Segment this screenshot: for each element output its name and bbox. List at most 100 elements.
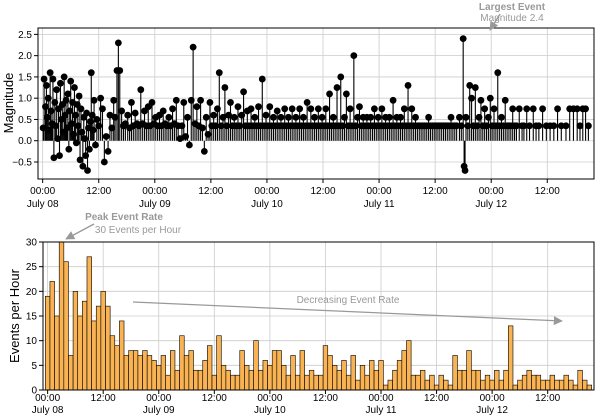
magnitude-event-point [385,113,393,121]
magnitude-y-tick-label: 2.0 [18,51,32,62]
magnitude-event-point [54,135,62,142]
event-rate-bar [230,374,236,390]
magnitude-x-time-label: 00:00 [254,186,279,197]
event-rate-bar [267,365,273,390]
event-rate-bar [244,365,250,390]
event-rate-bar [498,379,505,390]
magnitude-event-point [412,113,419,121]
event-rate-bar [281,365,287,390]
magnitude-event-point [523,105,531,113]
event-rate-x-time-label: 00:00 [368,393,393,404]
event-rate-bar [151,360,157,390]
magnitude-event-point [225,111,233,119]
event-rate-bar [179,335,185,390]
magnitude-event-point [584,122,592,130]
magnitude-event-point [108,124,116,132]
event-rate-bar [271,350,278,390]
magnitude-event-point [266,103,274,111]
magnitude-event-point [236,122,244,130]
event-rate-bar [369,360,375,390]
event-rate-bar [165,374,171,390]
event-rate-bar [54,315,60,390]
magnitude-event-point [494,69,502,77]
magnitude-x-time-label: 00:00 [479,186,504,197]
event-rate-x-date-label: July 12 [476,405,508,416]
magnitude-event-point [85,145,93,153]
magnitude-event-point [562,122,570,130]
event-rate-bars [45,242,592,390]
magnitude-event-point [296,105,304,113]
event-rate-bar [401,350,407,390]
event-rate-bar [424,379,430,390]
event-rate-y-tick-label: 10 [26,336,38,347]
magnitude-event-point [238,111,246,119]
magnitude-event-point [554,105,561,113]
magnitude-event-point [475,113,483,121]
magnitude-event-point [87,69,95,77]
magnitude-event-point [45,126,53,134]
magnitude-event-point [342,90,350,98]
magnitude-y-tick-label: 0.0 [18,136,32,147]
magnitude-event-point [352,122,360,130]
magnitude-event-point [193,103,201,111]
magnitude-event-point [82,152,90,160]
magnitude-event-point [466,82,474,89]
magnitude-event-point [88,111,96,119]
magnitude-event-point [86,118,94,125]
event-rate-bar [322,345,329,390]
magnitude-event-point [89,126,97,134]
event-rate-bar [433,384,440,390]
event-rate-bar [540,379,546,390]
event-rate-bar [123,355,129,390]
magnitude-event-point [273,107,281,115]
magnitude-x-date-label: July 08 [27,199,59,210]
magnitude-y-axis-label: Magnitude [1,73,16,134]
magnitude-event-point [529,105,537,113]
event-rate-bar [304,374,310,390]
magnitude-event-point [425,113,433,121]
magnitude-event-point [124,111,132,119]
magnitude-event-point [43,82,50,89]
event-rate-bar [91,320,97,390]
event-rate-x-time-label: 00:00 [480,393,505,404]
magnitude-event-point [172,96,180,104]
magnitude-event-point [102,133,110,140]
magnitude-points [39,35,592,174]
event-rate-bar [202,360,208,390]
event-rate-bar [239,350,245,390]
magnitude-event-point [77,105,85,113]
magnitude-event-point [90,96,98,104]
magnitude-event-point [288,105,296,113]
event-rate-bar [295,374,301,390]
event-rate-bar [480,379,486,390]
magnitude-event-point [64,90,72,98]
magnitude-event-point [513,122,520,130]
event-rate-x-time-label: 00:00 [35,393,60,404]
magnitude-event-point [473,122,481,130]
magnitude-event-point [111,113,119,121]
event-rate-bar [336,369,342,390]
event-rate-bar [475,369,481,390]
magnitude-event-point [187,96,195,104]
magnitude-event-point [520,122,528,130]
magnitude-event-point [258,75,266,83]
magnitude-event-point [526,122,533,130]
magnitude-event-point [56,152,63,160]
magnitude-event-point [50,154,58,162]
magnitude-x-ticks: 00:00 July 08 12:00 00:00 July 09 12:00 00:00 J… [27,179,560,210]
magnitude-event-point [67,77,75,85]
event-rate-bar [63,261,69,390]
magnitude-event-point [106,111,114,119]
event-rate-bar [535,374,542,390]
magnitude-event-point [71,84,78,91]
magnitude-event-point [118,107,126,115]
event-rate-x-time-label: 00:00 [257,393,282,404]
magnitude-event-point [322,105,330,113]
event-rate-bar [410,374,417,390]
event-rate-bar [582,379,588,390]
magnitude-event-point [515,105,523,113]
event-rate-bar [364,374,370,390]
event-rate-x-time-label: 12:00 [313,393,338,404]
magnitude-event-point [461,167,469,174]
